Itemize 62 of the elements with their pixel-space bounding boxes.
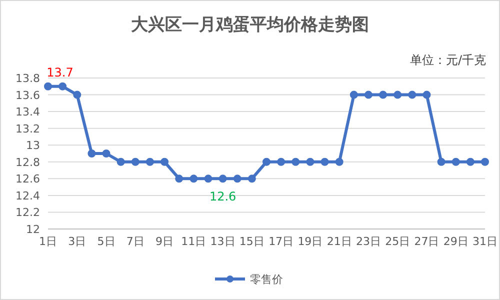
point — [422, 90, 431, 99]
point — [160, 158, 169, 166]
point — [335, 158, 344, 166]
point — [262, 158, 270, 166]
x-tick-label: 23日 — [356, 235, 381, 248]
point — [466, 158, 474, 166]
point — [277, 158, 286, 166]
y-tick-label: 13 — [26, 139, 40, 152]
x-tick-label: 15日 — [239, 235, 264, 248]
point — [73, 90, 82, 99]
y-tick-label: 13.2 — [16, 122, 40, 136]
x-tick-label: 1日 — [39, 235, 57, 248]
point — [146, 158, 154, 166]
x-tick-label: 27日 — [414, 235, 440, 248]
point — [190, 174, 198, 183]
x-tick-label: 29日 — [443, 235, 468, 248]
point — [116, 158, 125, 166]
point — [233, 174, 242, 183]
point — [408, 90, 416, 99]
x-tick-label: 19日 — [298, 235, 323, 248]
point — [102, 150, 110, 158]
point — [306, 158, 314, 166]
point — [481, 158, 489, 166]
x-tick-label: 9日 — [156, 235, 174, 248]
point — [364, 90, 372, 99]
y-tick-label: 13.4 — [16, 106, 40, 119]
x-tick-label: 5日 — [97, 235, 116, 248]
y-tick-label: 12 — [26, 223, 40, 236]
point — [320, 158, 329, 166]
x-tick-label: 13日 — [210, 235, 236, 248]
point — [175, 174, 184, 183]
point — [204, 174, 212, 183]
x-tick-label: 31日 — [472, 235, 498, 248]
point — [379, 90, 388, 99]
x-tick-label: 3日 — [68, 235, 86, 248]
y-tick-label: 12.6 — [16, 172, 40, 186]
point — [350, 90, 358, 99]
legend-label: 零售价 — [250, 273, 283, 286]
point — [452, 158, 460, 166]
data-label: 12.6 — [209, 190, 236, 204]
y-tick-label: 13.8 — [16, 72, 40, 85]
point — [248, 174, 256, 183]
y-tick-label: 12.4 — [16, 189, 40, 202]
x-tick-label: 7日 — [126, 235, 144, 248]
data-label: 13.7 — [46, 65, 74, 80]
x-tick-label: 11日 — [181, 235, 206, 248]
point — [218, 174, 227, 183]
chart-title: 大兴区一月鸡蛋平均价格走势图 — [131, 15, 369, 35]
text: 单位：元/千克 — [410, 53, 486, 67]
point — [394, 90, 402, 99]
x-tick-label: 17日 — [268, 235, 294, 248]
point — [131, 158, 140, 166]
x-tick-label: 25日 — [385, 235, 410, 248]
point — [44, 82, 52, 90]
point — [88, 150, 96, 158]
point — [437, 158, 446, 166]
y-tick-label: 13.6 — [16, 88, 40, 102]
y-tick-label: 12.8 — [16, 156, 40, 169]
y-tick-label: 12.2 — [16, 206, 40, 220]
x-tick-label: 21日 — [326, 235, 352, 248]
point — [292, 158, 300, 166]
point — [58, 82, 67, 90]
